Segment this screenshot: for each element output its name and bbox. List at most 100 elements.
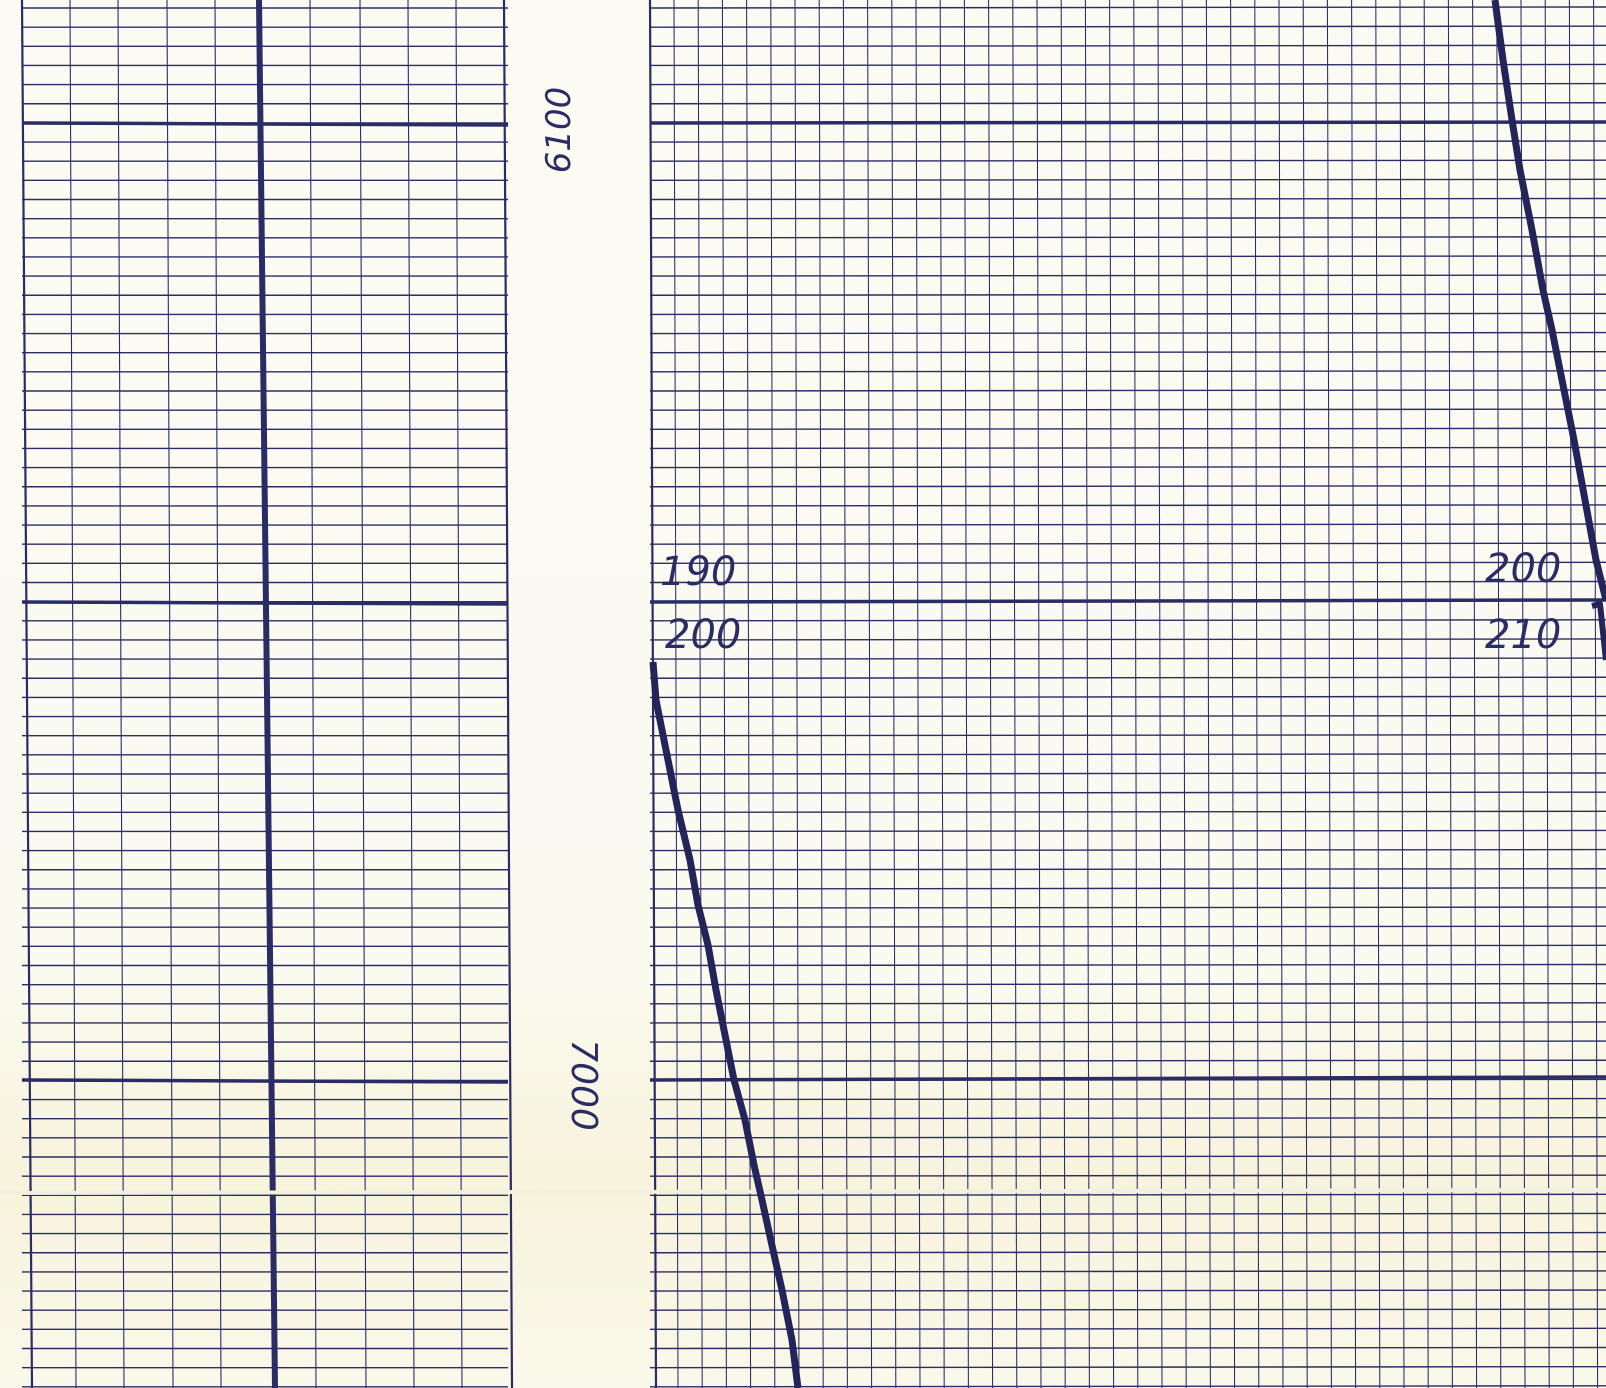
right-track-vertical-line xyxy=(1496,0,1502,1388)
right-track-vertical-line xyxy=(1157,0,1163,1388)
right-track-major-line xyxy=(649,120,1606,125)
log-trace-lower xyxy=(649,661,802,1388)
right-track-vertical-line xyxy=(1375,0,1381,1388)
right-track-minor-line xyxy=(649,1193,1606,1197)
paper-fold-crease xyxy=(0,1188,1606,1195)
right-track-minor-line xyxy=(649,370,1606,373)
right-track-minor-line xyxy=(649,868,1606,871)
left-track-center-line xyxy=(256,0,278,1388)
right-track-vertical-line xyxy=(915,0,921,1388)
right-track-vertical-line xyxy=(1230,0,1236,1388)
right-track-minor-line xyxy=(649,714,1606,718)
right-track-minor-line xyxy=(649,216,1606,220)
right-track-minor-line xyxy=(649,351,1606,354)
right-track-minor-line xyxy=(649,1212,1606,1216)
left-track-vertical-line xyxy=(117,0,125,1388)
right-track-vertical-line xyxy=(1351,0,1357,1388)
right-track-minor-line xyxy=(649,1251,1606,1254)
right-track-minor-line xyxy=(649,1059,1606,1062)
right-track-minor-line xyxy=(649,159,1606,162)
right-track-minor-line xyxy=(649,102,1606,105)
right-track-minor-line xyxy=(649,1116,1606,1120)
right-track-vertical-line xyxy=(1544,0,1550,1388)
right-track-vertical-line xyxy=(697,0,703,1388)
left-track-vertical-line xyxy=(407,0,415,1388)
left-track-border-right xyxy=(502,0,514,1388)
right-track-minor-line xyxy=(649,753,1606,756)
left-track-vertical-line xyxy=(309,0,317,1388)
right-track-minor-line xyxy=(649,657,1606,660)
right-track-vertical-line xyxy=(1060,0,1066,1388)
right-track-minor-line xyxy=(649,255,1606,258)
right-track-minor-line xyxy=(649,523,1606,526)
left-track-vertical-line xyxy=(214,0,222,1388)
right-track-vertical-line xyxy=(988,0,994,1388)
right-track-minor-line xyxy=(649,1097,1606,1101)
right-track-minor-line xyxy=(649,389,1606,392)
right-track-minor-line xyxy=(649,963,1606,967)
right-track-minor-line xyxy=(649,1270,1606,1273)
right-track-vertical-line xyxy=(1326,0,1332,1388)
right-track-vertical-line xyxy=(1593,0,1599,1388)
right-track-vertical-line xyxy=(1423,0,1429,1388)
log-trace-wrap xyxy=(1591,601,1606,661)
right-track-vertical-line xyxy=(1302,0,1308,1388)
right-track-minor-line xyxy=(649,1308,1606,1311)
log-trace-upper xyxy=(1491,0,1606,601)
right-track-vertical-line xyxy=(1447,0,1453,1388)
right-track-vertical-line xyxy=(939,0,945,1388)
right-track-minor-line xyxy=(649,887,1606,890)
right-track-minor-line xyxy=(649,676,1606,679)
scale-label-upper-left: 190 xyxy=(660,549,736,595)
depth-label-bottom: 7000 xyxy=(563,1039,604,1131)
right-track-vertical-line xyxy=(1109,0,1115,1388)
right-track-minor-line xyxy=(649,810,1606,813)
right-track-minor-line xyxy=(649,906,1606,909)
right-track-vertical-line xyxy=(1568,0,1574,1388)
depth-label-top: 6100 xyxy=(539,87,579,174)
right-track-minor-line xyxy=(649,178,1606,182)
left-track-vertical-line xyxy=(69,0,77,1388)
right-track-vertical-line xyxy=(770,0,776,1388)
right-track-minor-line xyxy=(649,982,1606,986)
right-track-minor-line xyxy=(649,734,1606,737)
right-track-minor-line xyxy=(649,1231,1606,1235)
right-track-minor-line xyxy=(649,485,1606,488)
right-track-vertical-line xyxy=(1012,0,1018,1388)
right-track-minor-line xyxy=(649,848,1606,852)
right-track-minor-line xyxy=(649,274,1606,277)
right-track-vertical-line xyxy=(673,0,679,1388)
right-track-minor-line xyxy=(649,1289,1606,1292)
right-track-vertical-line xyxy=(1278,0,1284,1388)
right-track-minor-line xyxy=(649,542,1606,545)
right-track-minor-line xyxy=(649,580,1606,584)
right-track-minor-line xyxy=(649,446,1606,450)
left-track-major-line xyxy=(21,121,509,127)
right-track-vertical-line xyxy=(1084,0,1090,1388)
right-track-minor-line xyxy=(649,427,1606,430)
right-track-vertical-line xyxy=(842,0,848,1388)
right-track-minor-line xyxy=(649,82,1606,86)
right-track-vertical-line xyxy=(1205,0,1211,1388)
right-track-vertical-line xyxy=(1254,0,1260,1388)
left-track-vertical-line xyxy=(455,0,463,1388)
right-track-minor-line xyxy=(649,1002,1606,1005)
right-track-minor-line xyxy=(649,25,1606,28)
right-track-vertical-line xyxy=(1133,0,1139,1388)
right-track-minor-line xyxy=(649,772,1606,775)
right-track-vertical-line xyxy=(818,0,824,1388)
right-track-minor-line xyxy=(649,331,1606,335)
right-track-vertical-line xyxy=(1181,0,1187,1388)
right-track-minor-line xyxy=(649,1365,1606,1369)
right-track-minor-line xyxy=(649,1327,1606,1331)
right-track-minor-line xyxy=(649,236,1606,239)
right-track-major-line xyxy=(649,598,1606,604)
right-track-minor-line xyxy=(649,465,1606,469)
right-track-minor-line xyxy=(649,1155,1606,1158)
right-track-vertical-line xyxy=(867,0,873,1388)
left-track-vertical-line xyxy=(166,0,174,1388)
right-track-minor-line xyxy=(649,293,1606,296)
right-track-minor-line xyxy=(649,561,1606,565)
